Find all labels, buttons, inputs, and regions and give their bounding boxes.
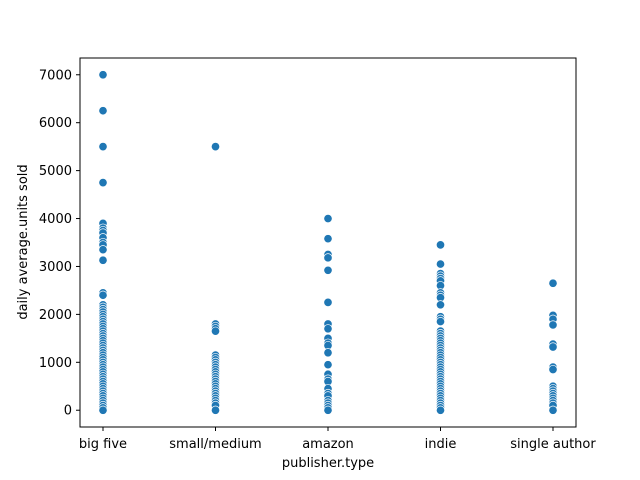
data-point xyxy=(435,405,446,415)
data-point xyxy=(548,405,558,415)
ticks-layer: big five small/medium amazon indie single au… xyxy=(39,68,596,452)
data-point xyxy=(98,106,108,116)
data-point xyxy=(435,317,446,327)
data-point xyxy=(548,342,558,352)
x-tick-label: amazon xyxy=(302,437,354,452)
data-point xyxy=(435,300,446,310)
data-point xyxy=(548,320,558,330)
y-tick-label: 3000 xyxy=(39,260,72,275)
x-tick-label: single author xyxy=(510,437,596,452)
x-tick-label: big five xyxy=(79,437,127,452)
data-point xyxy=(98,245,108,255)
data-point xyxy=(323,324,333,334)
data-point xyxy=(98,255,108,265)
points-layer xyxy=(98,70,558,415)
data-point xyxy=(98,142,108,152)
data-point xyxy=(548,364,558,375)
data-point xyxy=(210,405,221,415)
data-point xyxy=(323,360,333,370)
data-point xyxy=(323,297,333,307)
x-tick-label: small/medium xyxy=(169,437,261,452)
y-axis-label: daily average.units sold xyxy=(16,164,31,319)
data-point xyxy=(548,278,558,288)
data-point xyxy=(210,326,221,336)
x-tick-label: indie xyxy=(425,437,457,452)
y-tick-label: 6000 xyxy=(39,116,72,131)
y-tick-label: 4000 xyxy=(39,212,72,227)
data-point xyxy=(98,405,108,415)
data-point xyxy=(98,70,108,80)
data-point xyxy=(98,290,108,300)
data-point xyxy=(435,259,446,269)
y-tick-label: 7000 xyxy=(39,68,72,83)
data-point xyxy=(323,213,333,224)
data-point xyxy=(435,240,446,250)
data-point xyxy=(323,265,333,275)
y-tick-label: 2000 xyxy=(39,308,72,323)
data-point xyxy=(323,253,333,263)
data-point xyxy=(323,405,333,415)
data-point xyxy=(323,234,333,244)
data-point xyxy=(210,142,221,152)
y-tick-label: 5000 xyxy=(39,164,72,179)
y-tick-label: 0 xyxy=(64,404,72,419)
x-axis-label: publisher.type xyxy=(282,456,374,471)
data-point xyxy=(323,348,333,358)
data-point xyxy=(98,178,108,188)
y-tick-label: 1000 xyxy=(39,356,72,371)
